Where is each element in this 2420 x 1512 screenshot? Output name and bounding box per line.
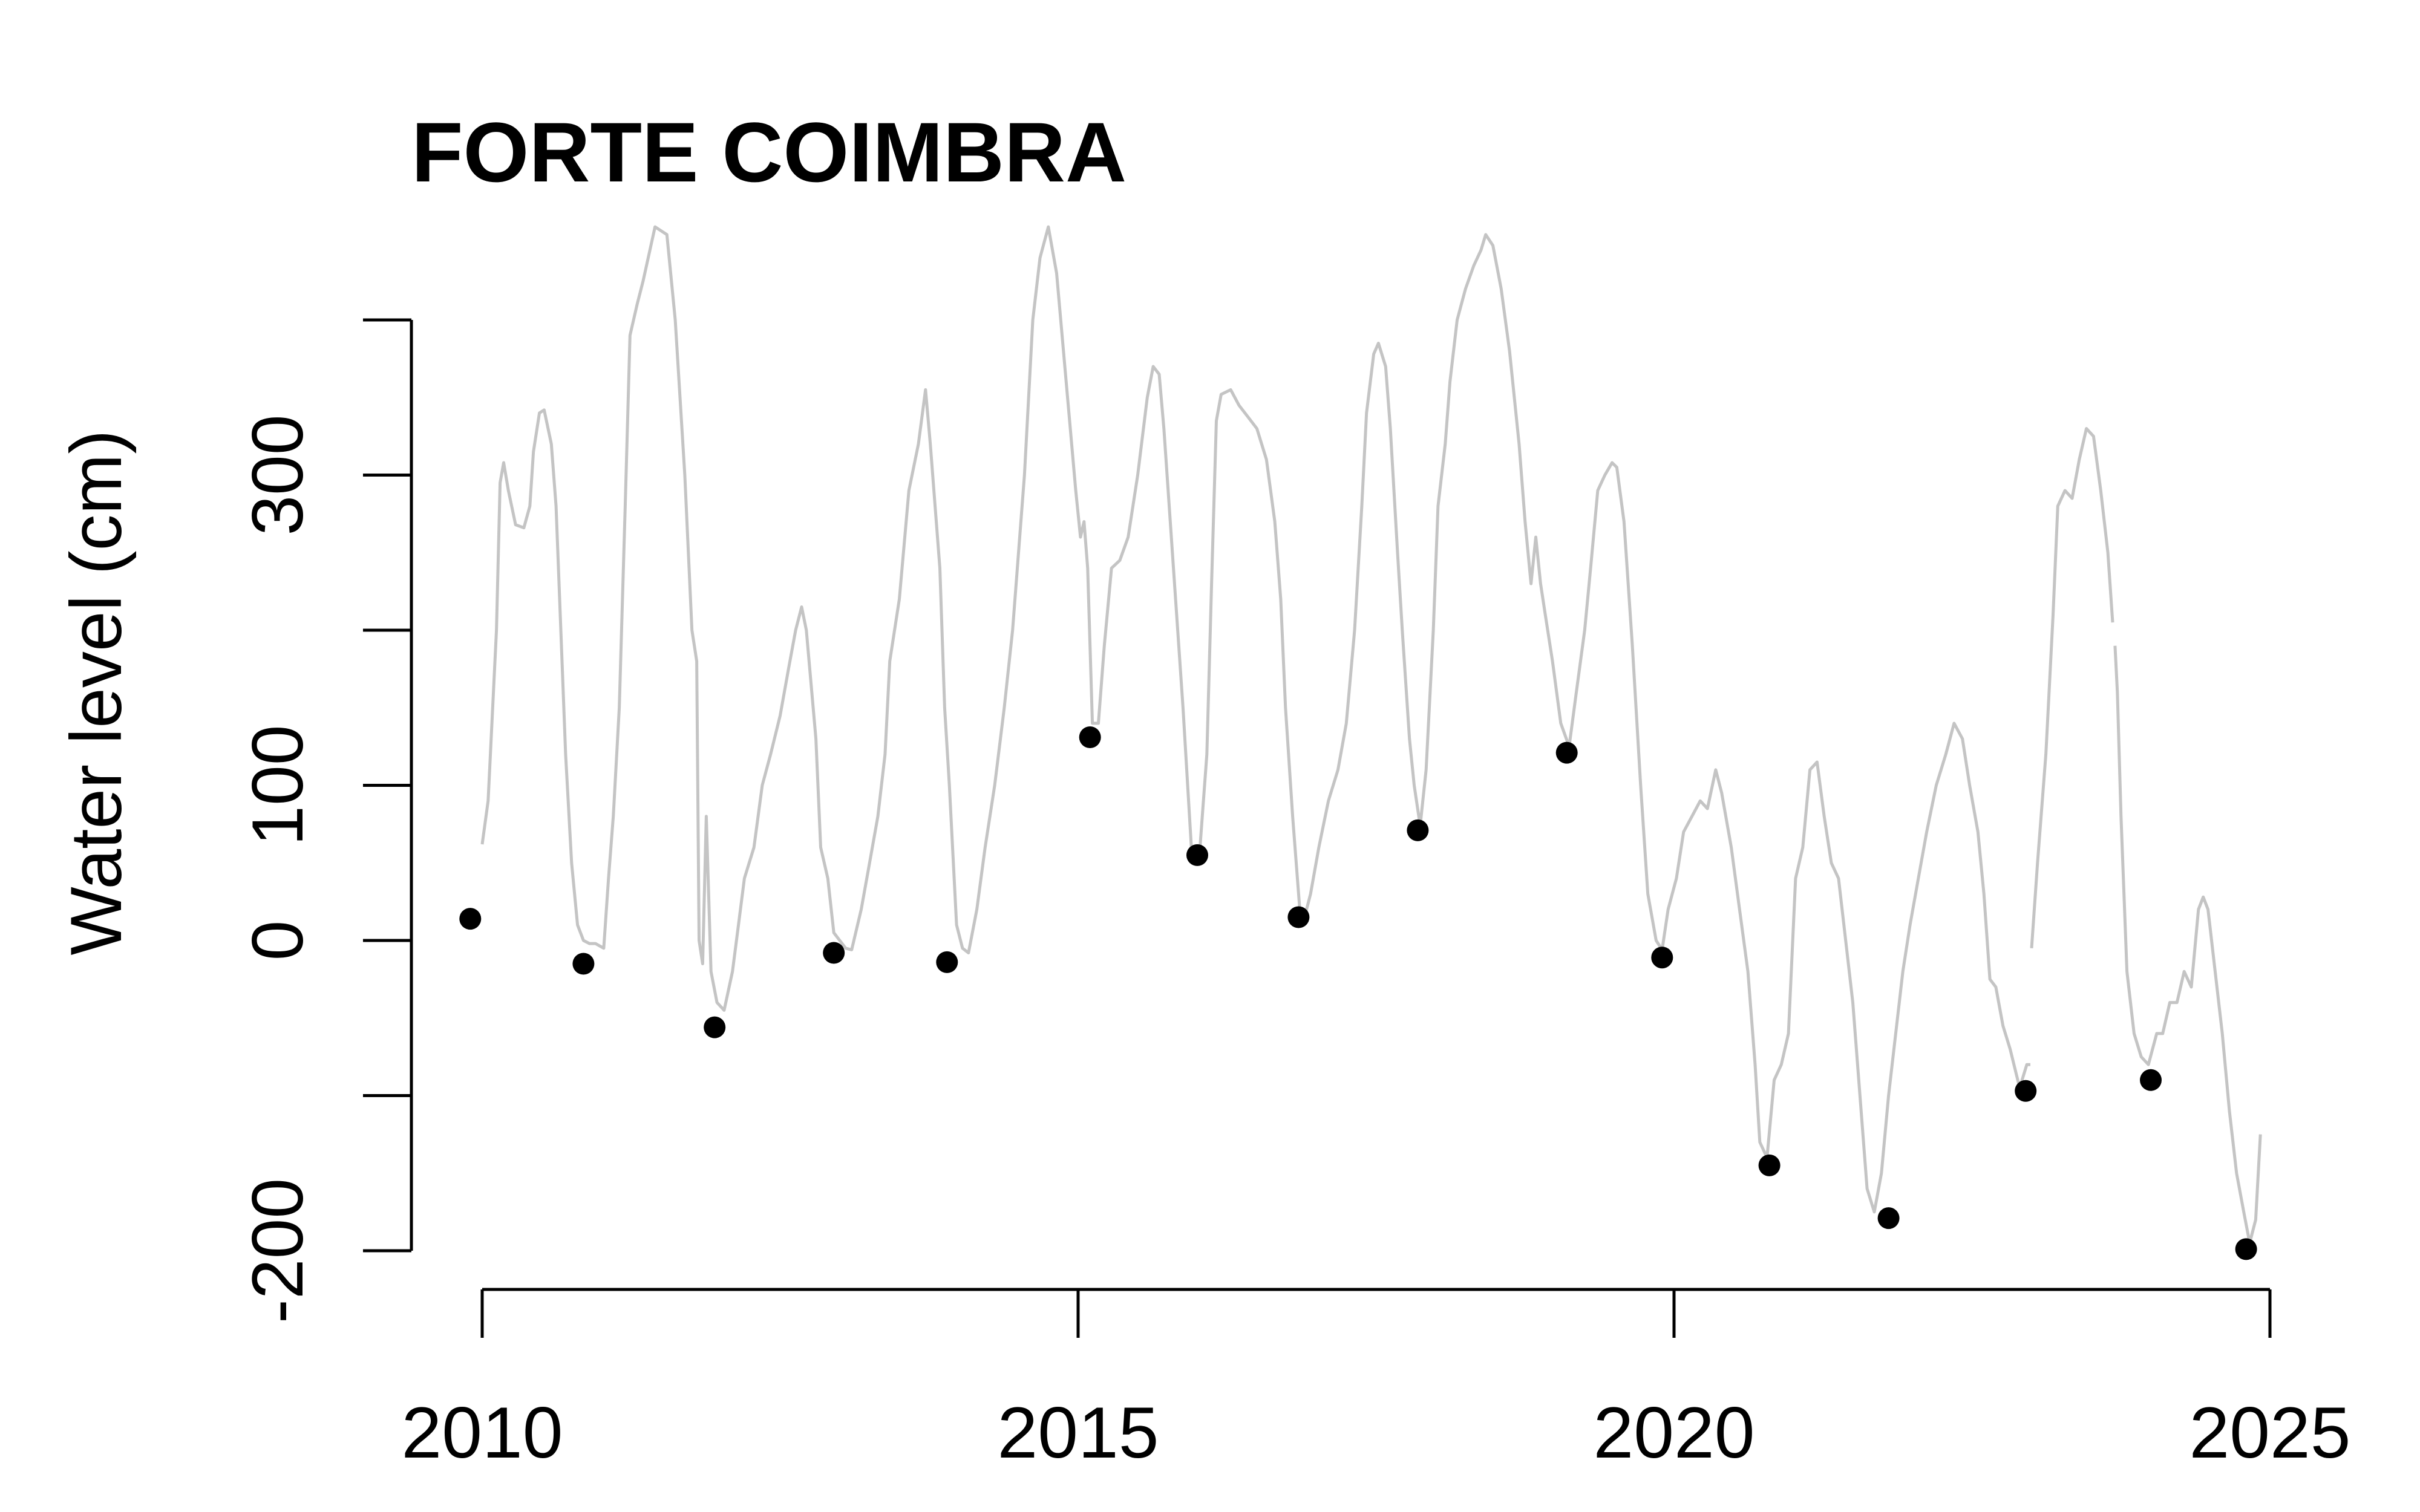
water-level-line-segment [2113,645,2262,1245]
minimum-level-point [1079,726,1101,748]
y-axis-label: Water level (cm) [56,430,137,956]
line-series [480,225,2262,1245]
water-level-line-segment [2030,427,2114,948]
minimum-level-point [704,1016,726,1038]
x-tick-label: 2010 [402,1392,563,1473]
minimum-level-point [1186,844,1208,866]
minimum-level-point [823,942,845,964]
y-tick-label: 0 [237,921,318,961]
x-tick-label: 2025 [2189,1392,2351,1473]
minimum-level-point [459,908,482,930]
x-tick-label: 2020 [1594,1392,1755,1473]
point-series [459,726,2257,1260]
chart-title: FORTE COIMBRA [411,105,1127,200]
x-tick-label: 2015 [998,1392,1159,1473]
minimum-level-point [1555,741,1578,764]
minimum-level-point [936,951,958,973]
y-axis: -200 0 100 300 [237,318,413,1323]
minimum-level-point [1407,819,1429,841]
minimum-level-point [1651,947,1673,969]
x-axis: 2010 2015 2020 2025 [402,1288,2351,1473]
minimum-level-point [2235,1238,2257,1260]
minimum-level-point [1287,906,1310,928]
y-tick-label: 300 [237,414,318,535]
minimum-level-point [2140,1069,2162,1091]
minimum-level-point [1758,1154,1781,1176]
minimum-level-point [2015,1080,2037,1102]
water-level-line-segment [480,225,2030,1214]
y-tick-label: 100 [237,725,318,846]
minimum-level-point [1877,1207,1900,1230]
minimum-level-point [572,953,595,975]
y-tick-label: -200 [237,1178,318,1323]
